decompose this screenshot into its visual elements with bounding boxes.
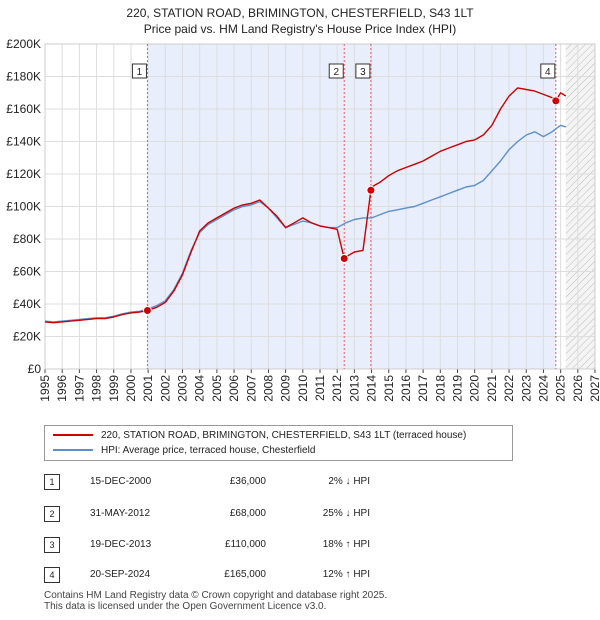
y-tick-label: £120K — [6, 167, 41, 181]
transaction-date: 19-DEC-2013 — [90, 539, 152, 550]
legend-hpi-label: HPI: Average price, terraced house, Ches… — [101, 445, 316, 456]
x-tick-label: 2024 — [536, 375, 550, 402]
y-tick-label: £0 — [28, 362, 42, 376]
legend-property-label: 220, STATION ROAD, BRIMINGTON, CHESTERFI… — [101, 430, 467, 441]
x-tick-label: 1996 — [55, 375, 69, 402]
y-tick-label: £20K — [13, 330, 41, 344]
transaction-date: 31-MAY-2012 — [90, 508, 151, 519]
property-price-line — [44, 87, 567, 324]
transaction-hpi-diff: 25% ↓ HPI — [322, 508, 370, 519]
x-tick-label: 1995 — [38, 375, 52, 402]
transaction-price: £110,000 — [225, 539, 266, 550]
sale-point — [339, 254, 349, 263]
x-tick-label: 2004 — [193, 375, 207, 402]
sale-marker-box — [328, 63, 344, 79]
transaction-hpi-diff: 2% ↓ HPI — [328, 476, 370, 487]
chart-subtitle: Price paid vs. HM Land Registry's House … — [143, 22, 457, 36]
transaction-date: 15-DEC-2000 — [90, 476, 152, 487]
x-tick-label: 2019 — [451, 375, 465, 402]
x-tick-label: 2014 — [365, 375, 379, 402]
x-tick-label: 2023 — [519, 375, 533, 402]
x-tick-label: 2011 — [313, 375, 327, 401]
y-tick-label: £140K — [6, 135, 41, 149]
transaction-price: £68,000 — [229, 508, 266, 519]
transaction-hpi-diff: 18% ↑ HPI — [322, 539, 370, 550]
sale-marker-label: 2 — [333, 67, 339, 78]
x-tick-label: 2008 — [261, 375, 275, 402]
sale-marker-box — [131, 63, 147, 79]
hpi-line-swatch — [53, 449, 93, 452]
footer: Contains HM Land Registry data © Crown c… — [44, 590, 387, 612]
transaction-hpi-diff: 12% ↑ HPI — [322, 569, 370, 580]
legend-item-hpi: HPI: Average price, terraced house, Ches… — [53, 444, 315, 458]
x-tick-label: 2021 — [485, 375, 499, 402]
x-tick-label: 1999 — [107, 375, 121, 402]
sale-marker-box — [355, 63, 371, 79]
y-tick-label: £160K — [6, 102, 41, 116]
x-tick-label: 2007 — [244, 375, 258, 402]
chart-title: 220, STATION ROAD, BRIMINGTON, CHESTERFI… — [126, 6, 474, 20]
transaction-number: 1 — [44, 474, 60, 490]
transaction-number: 4 — [44, 567, 60, 583]
sale-marker-box — [540, 63, 556, 79]
x-tick-label: 1998 — [90, 375, 104, 402]
x-tick-label: 1997 — [72, 375, 86, 402]
x-tick-label: 2017 — [416, 375, 430, 402]
transaction-number: 2 — [44, 506, 60, 522]
chart-svg: £0 £20K £40K £60K £80K £100K £120K £140K £160K £1… — [6, 37, 600, 402]
x-tick-label: 2006 — [227, 375, 241, 402]
sale-point — [142, 306, 152, 315]
y-tick-label: £60K — [13, 265, 41, 279]
x-tick-label: 2022 — [502, 375, 516, 402]
transaction-price: £36,000 — [229, 476, 266, 487]
x-tick-label: 2026 — [571, 375, 585, 402]
y-tick-label: £100K — [6, 200, 41, 214]
footer-copyright: Contains HM Land Registry data © Crown c… — [44, 590, 388, 601]
x-tick-label: 2003 — [176, 375, 190, 402]
y-tick-label: £200K — [6, 37, 41, 51]
x-tick-label: 2001 — [141, 375, 155, 402]
transaction-price: £165,000 — [224, 569, 266, 580]
property-line-swatch — [53, 434, 93, 437]
x-tick-label: 2016 — [399, 375, 413, 402]
x-tick-label: 2025 — [554, 375, 568, 402]
table-row: 2 31-MAY-2012 £68,000 25% ↓ HPI — [44, 506, 464, 524]
legend: 220, STATION ROAD, BRIMINGTON, CHESTERFI… — [44, 425, 513, 461]
x-tick-label: 2013 — [347, 375, 361, 402]
plot-border — [44, 43, 596, 370]
y-tick-label: £80K — [13, 232, 41, 246]
x-tick-label: 2000 — [124, 375, 138, 402]
sale-point — [366, 185, 376, 195]
x-tick-label: 2020 — [468, 375, 482, 402]
x-tick-label: 2018 — [433, 375, 447, 402]
sale-point — [551, 96, 561, 106]
x-tick-label: 2012 — [330, 375, 344, 402]
x-tick-label: 2005 — [210, 375, 224, 402]
legend-item-property: 220, STATION ROAD, BRIMINGTON, CHESTERFI… — [53, 429, 466, 443]
transaction-date: 20-SEP-2024 — [90, 569, 151, 580]
y-tick-label: £180K — [6, 70, 41, 84]
sale-marker-label: 3 — [360, 67, 366, 78]
hpi-line — [44, 124, 567, 323]
table-row: 1 15-DEC-2000 £36,000 2% ↓ HPI — [44, 474, 464, 492]
y-tick-label: £40K — [13, 297, 41, 311]
x-tick-label: 2009 — [279, 375, 293, 402]
sale-marker-label: 1 — [137, 67, 143, 78]
x-tick-label: 2002 — [158, 375, 172, 402]
x-tick-label: 2010 — [296, 375, 310, 402]
footer-licence: This data is licensed under the Open Gov… — [44, 601, 327, 612]
table-row: 4 20-SEP-2024 £165,000 12% ↑ HPI — [44, 567, 464, 585]
x-tick-label: 2027 — [588, 375, 600, 402]
transaction-number: 3 — [44, 537, 60, 553]
table-row: 3 19-DEC-2013 £110,000 18% ↑ HPI — [44, 537, 464, 555]
x-tick-label: 2015 — [382, 375, 396, 402]
sale-marker-label: 4 — [545, 67, 551, 78]
